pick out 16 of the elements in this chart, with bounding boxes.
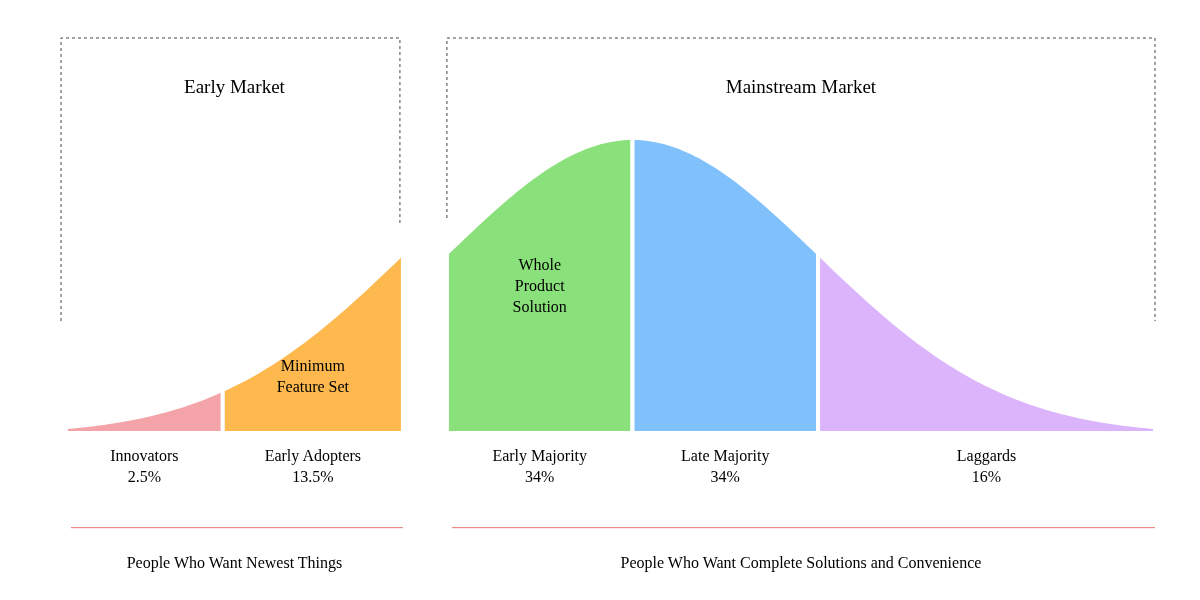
text: People Who Want Complete Solutions and Convenience: [620, 554, 982, 572]
data-label: 16%: [971, 468, 1002, 485]
data-label: 34%: [525, 468, 555, 485]
category-label: Innovators: [110, 447, 179, 464]
category-label: Late Majority: [681, 447, 770, 465]
data-label: 34%: [710, 468, 740, 485]
text: Early Market: [184, 76, 286, 97]
category-label: Early Adopters: [264, 447, 362, 465]
text: Mainstream Market: [725, 76, 877, 97]
category-label: Early Majority: [492, 447, 588, 465]
text: Whole Product Solution: [512, 256, 567, 315]
text: Minimum Feature Set: [276, 357, 350, 395]
category-label: Laggards: [956, 447, 1017, 465]
text: People Who Want Newest Things: [126, 554, 343, 572]
data-label: 13.5%: [292, 468, 334, 485]
data-label: 2.5%: [127, 468, 162, 485]
